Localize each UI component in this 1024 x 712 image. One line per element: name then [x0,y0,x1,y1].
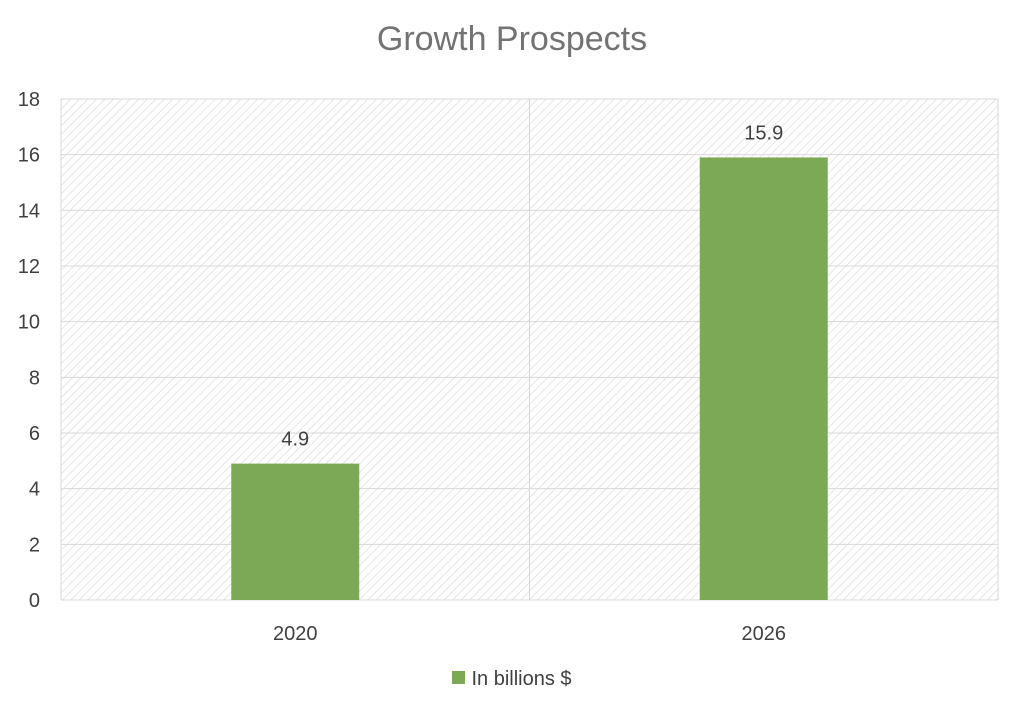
y-tick-label: 4 [29,479,40,501]
y-tick-label: 8 [29,367,40,389]
legend-label: In billions $ [471,668,572,690]
data-label: 4.9 [281,429,309,451]
bar-2026 [699,157,828,600]
y-tick-label: 6 [29,423,40,445]
y-tick-label: 10 [18,312,40,334]
y-tick-label: 2 [29,534,40,556]
y-tick-label: 0 [29,590,40,612]
bar-2020 [231,463,360,600]
y-tick-label: 16 [18,145,40,167]
x-tick-label: 2020 [273,623,318,645]
y-tick-label: 12 [18,256,40,278]
data-label: 15.9 [744,122,783,144]
y-tick-label: 18 [18,89,40,111]
legend: In billions $ [0,668,1024,691]
legend-swatch [452,671,466,685]
x-tick-label: 2026 [742,623,787,645]
chart-title: Growth Prospects [376,20,648,58]
y-tick-label: 14 [18,200,40,222]
